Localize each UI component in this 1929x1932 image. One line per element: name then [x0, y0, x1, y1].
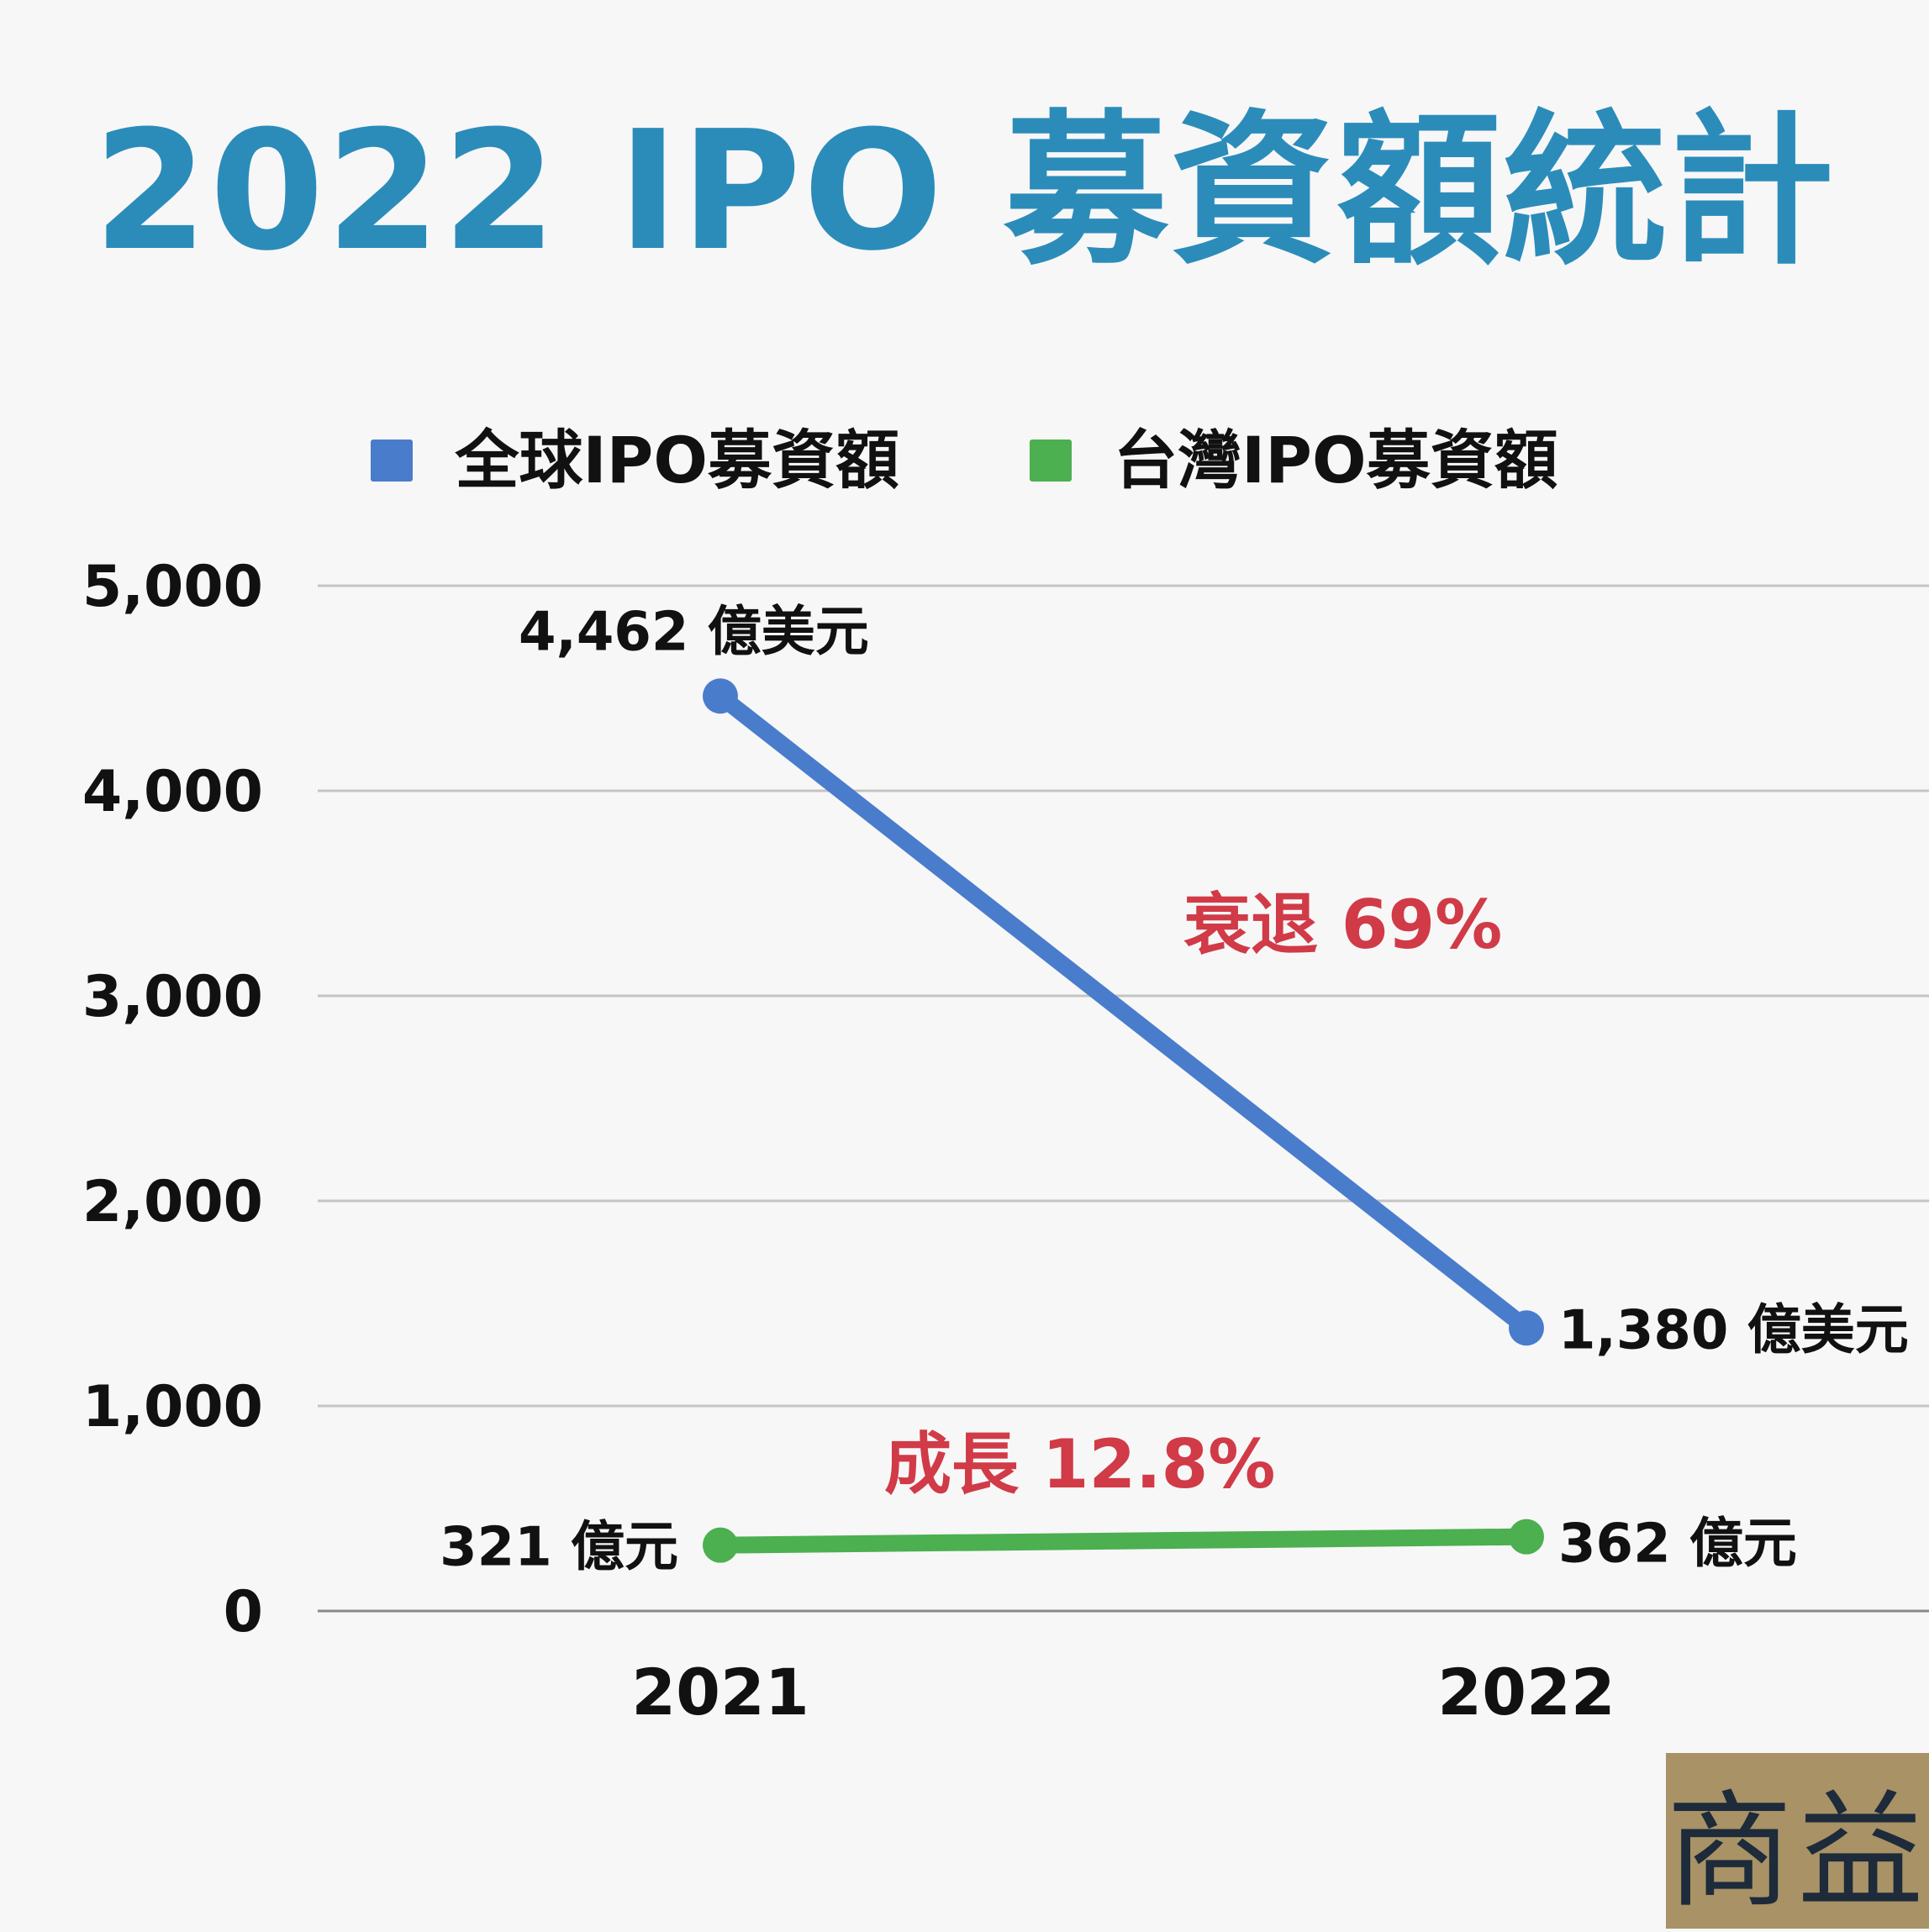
- y-tick-label: 4,000: [82, 759, 263, 825]
- data-point: [703, 1527, 738, 1563]
- y-tick-label: 0: [224, 1579, 263, 1645]
- data-label: 1,380 億美元: [1558, 1299, 1909, 1361]
- legend-swatch-taiwan: [1030, 440, 1072, 482]
- y-tick-label: 1,000: [82, 1374, 263, 1440]
- series-line-global: [712, 687, 1535, 1337]
- x-tick-label: 2021: [631, 1655, 809, 1729]
- legend-label-taiwan: 台灣IPO募資額: [1114, 423, 1558, 497]
- data-point: [1509, 1519, 1544, 1555]
- series-line-taiwan: [712, 1528, 1535, 1554]
- y-tick-label: 5,000: [82, 554, 263, 620]
- legend-item-taiwan: 台灣IPO募資額: [1030, 429, 1558, 492]
- page-title: 2022 IPO 募資額統計: [92, 96, 1837, 287]
- data-label: 321 億元: [440, 1517, 678, 1579]
- chart-legend: 全球IPO募資額 台灣IPO募資額: [0, 429, 1929, 492]
- data-point: [703, 678, 738, 714]
- y-tick-label: 2,000: [82, 1169, 263, 1235]
- x-tick-label: 2022: [1437, 1655, 1615, 1729]
- brand-logo: 商益: [1666, 1753, 1929, 1929]
- legend-item-global: 全球IPO募資額: [371, 429, 899, 492]
- data-point: [1509, 1310, 1544, 1346]
- data-label: 362 億元: [1558, 1513, 1797, 1576]
- data-label: 4,462 億美元: [519, 601, 869, 663]
- annotation-growth: 成長 12.8%: [884, 1425, 1275, 1503]
- annotation-decline: 衰退 69%: [1183, 886, 1502, 964]
- legend-label-global: 全球IPO募資額: [455, 423, 899, 497]
- legend-swatch-global: [371, 440, 414, 482]
- y-tick-label: 3,000: [82, 964, 263, 1030]
